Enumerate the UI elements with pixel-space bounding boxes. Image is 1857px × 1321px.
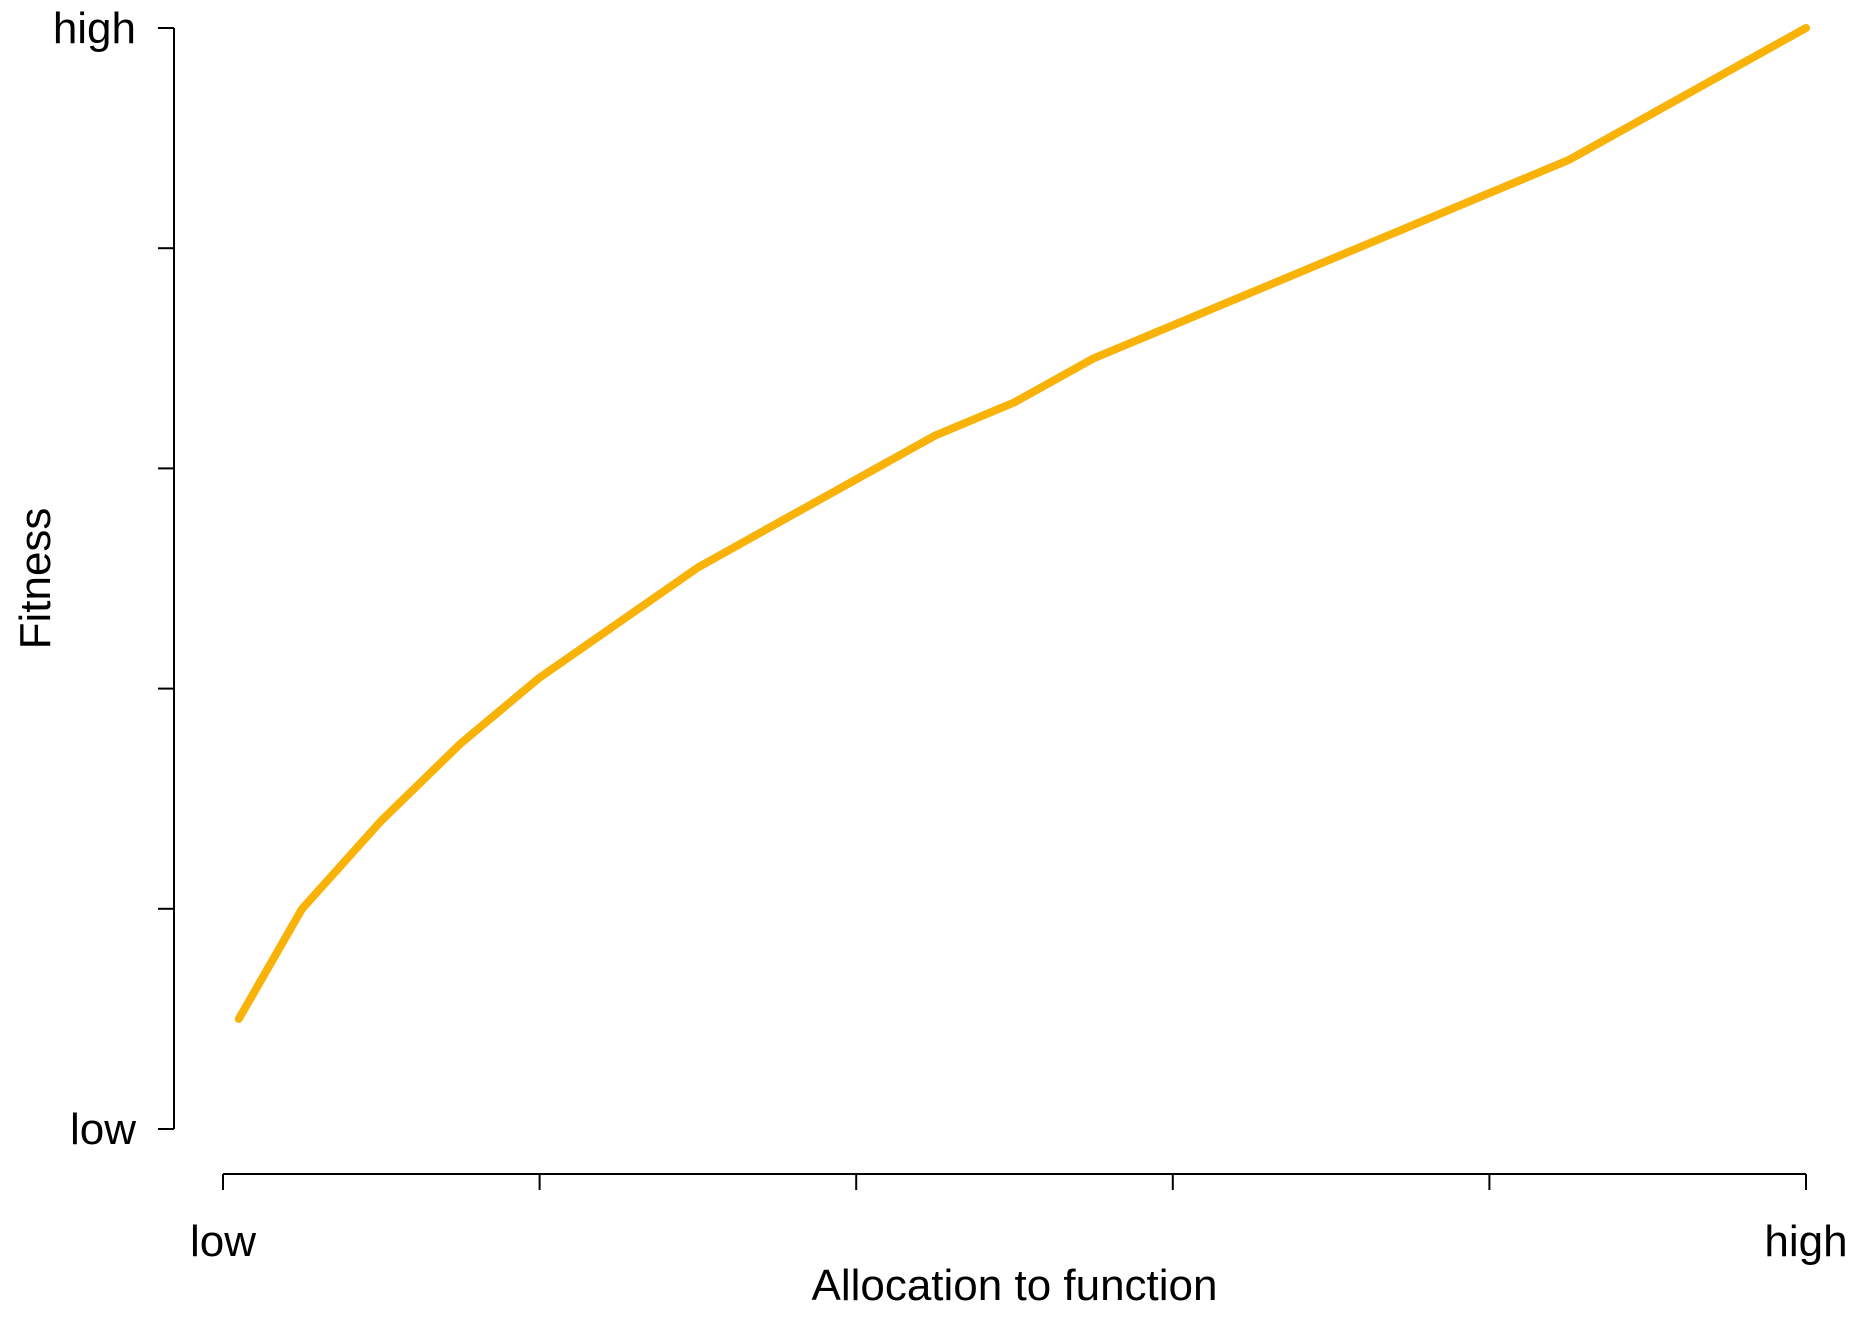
y-axis-title: Fitness xyxy=(11,508,60,650)
x-axis: low high xyxy=(190,1173,1848,1266)
series-layer xyxy=(234,24,1810,1023)
y-tick-label: low xyxy=(70,1105,136,1154)
x-tick-label: high xyxy=(1764,1217,1847,1266)
y-axis: low high xyxy=(53,4,175,1154)
y-tick-label: high xyxy=(53,4,136,53)
x-tick-label: low xyxy=(190,1217,256,1266)
x-axis-title: Allocation to function xyxy=(811,1261,1217,1310)
series-line-0 xyxy=(234,24,1810,1023)
